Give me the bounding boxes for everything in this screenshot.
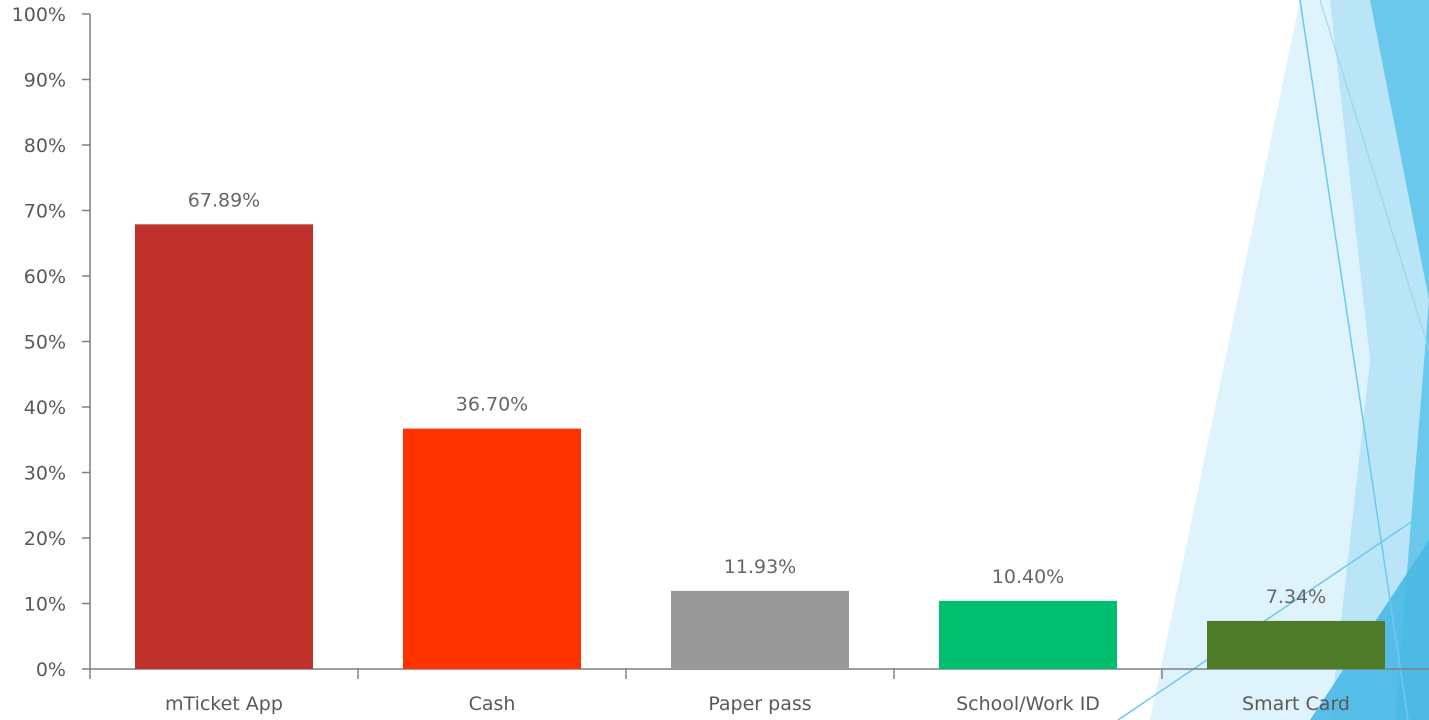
y-tick-label: 30% (24, 463, 66, 485)
y-tick-label: 70% (24, 201, 66, 223)
y-tick-label: 0% (36, 659, 66, 681)
data-label: 7.34% (1266, 586, 1326, 608)
bar-smart-card (1207, 620, 1385, 669)
x-tick-label: Cash (469, 693, 516, 715)
y-tick-label: 60% (24, 266, 66, 288)
y-tick-label: 10% (24, 594, 66, 616)
y-tick-label: 90% (24, 70, 66, 92)
x-tick-label: Paper pass (708, 693, 811, 715)
bar-school-work-id (939, 600, 1117, 669)
y-tick-label: 20% (24, 528, 66, 550)
bar-mticket-app (135, 224, 313, 669)
y-tick-label: 80% (24, 135, 66, 157)
y-tick-label: 40% (24, 397, 66, 419)
data-label: 11.93% (724, 556, 796, 578)
decor-facet-mid (1330, 0, 1429, 720)
data-label: 10.40% (992, 566, 1064, 588)
decor-line-3 (1319, 0, 1429, 351)
y-tick-label: 50% (24, 332, 66, 354)
x-tick-label: Smart Card (1242, 693, 1350, 715)
data-label: 36.70% (456, 394, 528, 416)
x-tick-label: School/Work ID (956, 693, 1100, 715)
bar-cash (403, 428, 581, 669)
theme-decoration (1117, 0, 1429, 720)
decor-line-2 (1117, 509, 1429, 720)
data-label: 67.89% (188, 189, 260, 211)
y-tick-label: 100% (12, 4, 66, 26)
x-tick-label: mTicket App (165, 693, 283, 715)
bars (135, 224, 1385, 669)
decor-line-1 (1299, 0, 1409, 720)
labels: 0% 10% 20% 30% 40% 50% 60% 70% 80% 90% 100% 67.89% m… (12, 4, 1350, 715)
decor-facet-dark (1370, 0, 1429, 720)
bar-paper-pass (671, 590, 849, 669)
